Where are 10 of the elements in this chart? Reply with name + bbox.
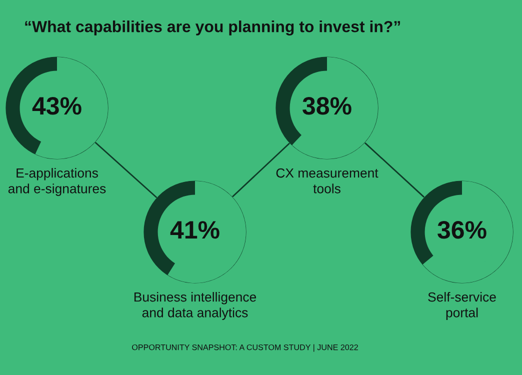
data-label: 38% [302,97,352,115]
text: Business intelligence and data analytics [134,292,256,320]
text: E-applications and e-signatures [8,168,106,196]
data-label: 36% [438,221,486,239]
data-label: 43% [32,97,82,115]
text: OPPORTUNITY SNAPSHOT: A CUSTOM STUDY | JUNE 2022 [132,344,358,352]
text: “What capabilities are you planning to invest in?” [25,20,400,36]
text: Self-service portal [428,292,496,320]
text: CX measurement tools [276,168,378,194]
data-label: 41% [170,221,220,239]
